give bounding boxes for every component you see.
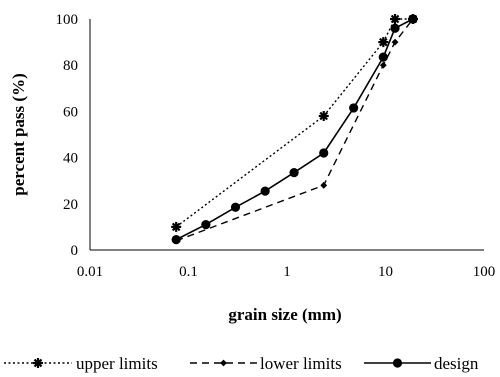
y-tick-label: 80 xyxy=(63,58,78,74)
design-point xyxy=(201,219,211,230)
legend: upper limits lower limits design xyxy=(4,354,479,373)
design-point xyxy=(390,23,400,33)
upper-limit-point xyxy=(33,358,43,368)
axes xyxy=(89,19,484,251)
series-layer xyxy=(171,14,418,245)
upper-limit-point xyxy=(171,221,182,232)
upper-limit-point xyxy=(378,37,389,48)
legend-item: design xyxy=(364,354,479,373)
series-circle xyxy=(171,14,418,245)
design-point xyxy=(260,186,270,196)
upper-limit-point xyxy=(318,111,329,122)
series-diamond xyxy=(172,15,417,245)
y-tick-label: 40 xyxy=(63,151,78,167)
x-tick-label: 0.1 xyxy=(179,264,198,280)
x-tick-label: 0.01 xyxy=(77,264,103,280)
design-point xyxy=(289,168,299,178)
legend-label: lower limits xyxy=(260,354,342,373)
design-point xyxy=(408,14,418,24)
design-point xyxy=(230,202,241,212)
design-point xyxy=(378,52,388,62)
design-point xyxy=(319,148,329,158)
x-tick-label: 100 xyxy=(473,264,496,280)
lower-limit-point xyxy=(320,181,328,189)
series-star xyxy=(171,14,418,232)
x-tick-label: 10 xyxy=(378,264,393,280)
design-point xyxy=(349,103,359,113)
legend-label: design xyxy=(434,354,479,373)
series-line xyxy=(175,18,414,242)
design-point xyxy=(171,235,181,245)
x-tick-label: 1 xyxy=(283,264,291,280)
design-point xyxy=(392,358,403,368)
y-tick-label: 0 xyxy=(71,243,79,259)
lower-limit-point xyxy=(391,38,399,46)
y-tick-label: 100 xyxy=(56,12,79,28)
x-axis-title: grain size (mm) xyxy=(228,305,341,324)
upper-limit-point xyxy=(390,14,401,24)
series-line xyxy=(175,18,414,241)
legend-item: lower limits xyxy=(190,354,342,373)
y-tick-label: 60 xyxy=(63,104,78,120)
lower-limit-point xyxy=(220,359,227,367)
y-axis-title: percent pass (%) xyxy=(9,73,28,195)
legend-label: upper limits xyxy=(76,354,158,373)
tick-labels: 0 20 40 60 80 100 0.01 0.1 1 10 100 xyxy=(56,12,496,280)
lower-limit-point xyxy=(379,61,387,69)
legend-item: upper limits xyxy=(4,354,158,373)
y-tick-label: 20 xyxy=(63,197,78,213)
